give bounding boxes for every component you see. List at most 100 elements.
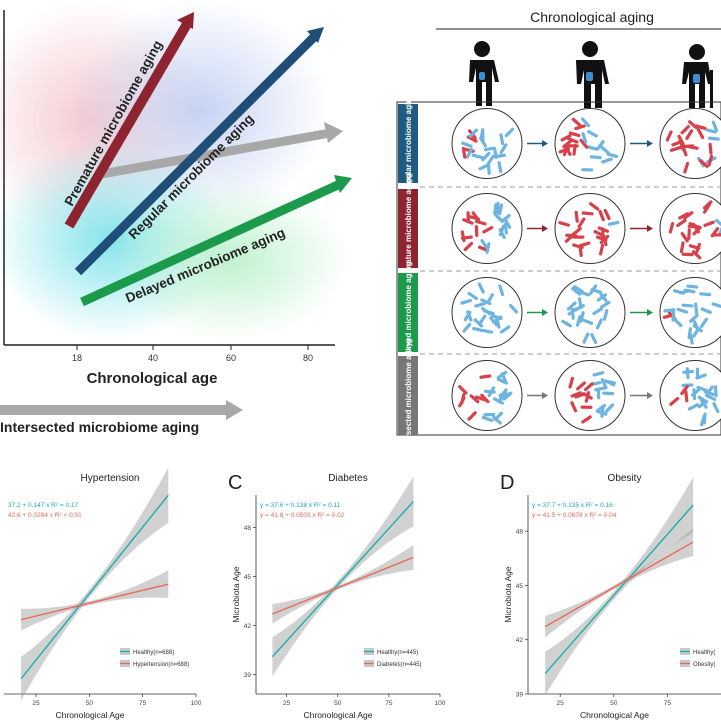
legend-entry: Hypertension(n=688): [133, 662, 189, 668]
aging-trajectory-diagram: 18 40 60 80 Chronological age Premature …: [0, 0, 352, 435]
panel-title: Diabetes: [328, 473, 367, 484]
microbiome-circle: [659, 277, 721, 348]
regular-arrowhead: [307, 27, 324, 43]
x-tick-label: 100: [191, 700, 202, 707]
premature-arrowhead: [177, 12, 194, 29]
healthy-fit-line: [20, 494, 169, 680]
person-elderly-icon: [682, 44, 713, 108]
confidence-band: [272, 476, 414, 677]
delayed-arrowhead: [334, 175, 352, 193]
confidence-band: [545, 528, 694, 638]
schematic-row-2: Delayed microbiome aging: [398, 261, 721, 363]
x-tick-label: 75: [385, 700, 393, 707]
y-tick-label: 48: [244, 525, 252, 532]
x-tick-80: 80: [303, 353, 313, 363]
person-adult-icon: [576, 41, 609, 108]
microbiome-circle: [659, 193, 721, 264]
healthy-fit-line: [544, 504, 694, 675]
legend: Healthy( Obesity(: [677, 644, 721, 670]
panel-diabetes: C Diabetes y = 37.6 + 0.138 x R² = 0.11 y =…: [228, 472, 446, 720]
y-tick-label: 42: [244, 623, 252, 630]
row-label: Premature microbiome aging: [404, 173, 413, 284]
panel-letter: C: [228, 472, 242, 494]
confidence-band: [272, 544, 414, 624]
regression-panels: Hypertension 37.2 + 0.147 x R² = 0.17 42.6…: [4, 467, 721, 720]
confidence-band: [545, 477, 694, 696]
schematic-border: [396, 101, 721, 436]
x-axis-label: Chronological age: [87, 370, 218, 387]
y-axis-label: Microbiota Age: [231, 566, 241, 622]
y-tick-label: 42: [516, 637, 524, 644]
panel-title: Obesity: [608, 473, 642, 484]
premature-arrow: [64, 21, 192, 229]
y-tick-label: 39: [516, 692, 524, 699]
equation-disease: y = 41.8 + 0.0503 x R² = 0.02: [260, 512, 345, 519]
y-tick-label: 45: [244, 574, 252, 581]
delayed-arrow: [80, 179, 342, 307]
x-tick-label: 25: [32, 700, 40, 707]
microbiome-circle: [659, 108, 721, 179]
microbiome-circle: [554, 108, 626, 179]
disease-fit-line: [272, 556, 414, 615]
legend: Healthy(n=688) Hypertension(n=688): [117, 644, 197, 670]
legend-entry: Healthy(n=688): [133, 650, 174, 656]
x-axis-ticks: [76, 345, 309, 350]
x-axis-label: Chronological Age: [56, 710, 125, 720]
microbiome-circle: [451, 193, 523, 264]
gray-trend-arrowhead: [324, 122, 343, 143]
x-tick-label: 75: [139, 700, 147, 707]
panel-title: Hypertension: [81, 473, 140, 484]
intersected-arrowhead: [226, 400, 243, 420]
microbiome-circle: [554, 193, 626, 264]
equation-disease: y = 41.5 + 0.0678 x R² = 0.04: [532, 512, 617, 519]
row-label: Delayed microbiome aging: [404, 261, 413, 363]
schematic-row-3: Intersected microbiome aging: [398, 338, 721, 452]
x-axis-label: Chronological Age: [304, 710, 373, 720]
y-tick-label: 45: [516, 583, 524, 590]
equation-healthy: y = 37.7 + 0.135 x R² = 0.16: [532, 502, 613, 509]
disease-fit-line: [544, 541, 694, 628]
x-tick-label: 75: [664, 700, 672, 707]
x-tick-label: 25: [557, 700, 565, 707]
x-tick-label: 50: [334, 700, 342, 707]
schematic-title: Chronological aging: [530, 9, 654, 25]
panel-obesity: D Obesity y = 37.7 + 0.135 x R² = 0.16 y = …: [500, 472, 721, 720]
microbiome-circle: [554, 360, 626, 431]
panel-hypertension: Hypertension 37.2 + 0.147 x R² = 0.17 42.6…: [4, 467, 202, 720]
x-tick-label: 50: [610, 700, 618, 707]
y-tick-label: 48: [516, 529, 524, 536]
y-axis-label: Microbiota Age: [503, 566, 513, 622]
row-label-band: [398, 104, 418, 183]
row-label: Regular microbiome aging: [404, 93, 413, 194]
legend-entry: Healthy(: [693, 650, 715, 656]
x-tick-40: 40: [148, 353, 158, 363]
schematic-row-0: Regular microbiome aging: [398, 93, 721, 194]
microbiome-circle: [554, 277, 626, 348]
microbiome-circle: [451, 360, 523, 431]
disease-fit-line: [20, 583, 169, 621]
equation-disease: 42.6 + 0.0284 x R² < 0.01: [8, 512, 82, 519]
regular-arrow: [74, 33, 318, 276]
person-young-icon: [469, 41, 499, 106]
gray-trend-arrow: [95, 128, 331, 180]
x-tick-label: 25: [283, 700, 291, 707]
x-axis-label: Chronological Age: [580, 710, 649, 720]
confidence-band: [21, 467, 169, 701]
legend: Healthy(n=445) Diabetes(n=445): [361, 644, 441, 670]
glow-green: [110, 180, 350, 340]
equation-healthy: 37.2 + 0.147 x R² = 0.17: [8, 502, 78, 509]
x-tick-label: 100: [435, 700, 446, 707]
chronological-aging-schematic: Chronological aging Regular microbiome a…: [396, 9, 721, 452]
row-label-band: [398, 356, 418, 435]
intersected-label: Intersected microbiome aging: [0, 419, 199, 435]
x-tick-60: 60: [226, 353, 236, 363]
x-tick-18: 18: [72, 353, 82, 363]
healthy-fit-line: [271, 500, 414, 658]
y-tick-label: 39: [244, 672, 252, 679]
x-tick-label: 50: [86, 700, 94, 707]
row-label-band: [398, 273, 418, 352]
legend-entry: Obesity(: [693, 662, 715, 668]
microbiome-circle: [451, 277, 523, 348]
